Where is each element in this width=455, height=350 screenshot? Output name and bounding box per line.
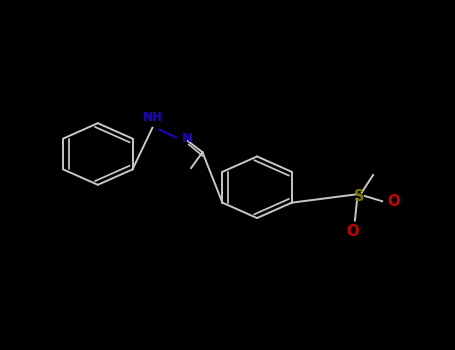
Text: NH: NH [142,111,162,124]
Text: O: O [346,224,359,239]
Text: O: O [388,194,400,209]
Text: S: S [354,189,365,203]
Text: N: N [182,132,193,145]
